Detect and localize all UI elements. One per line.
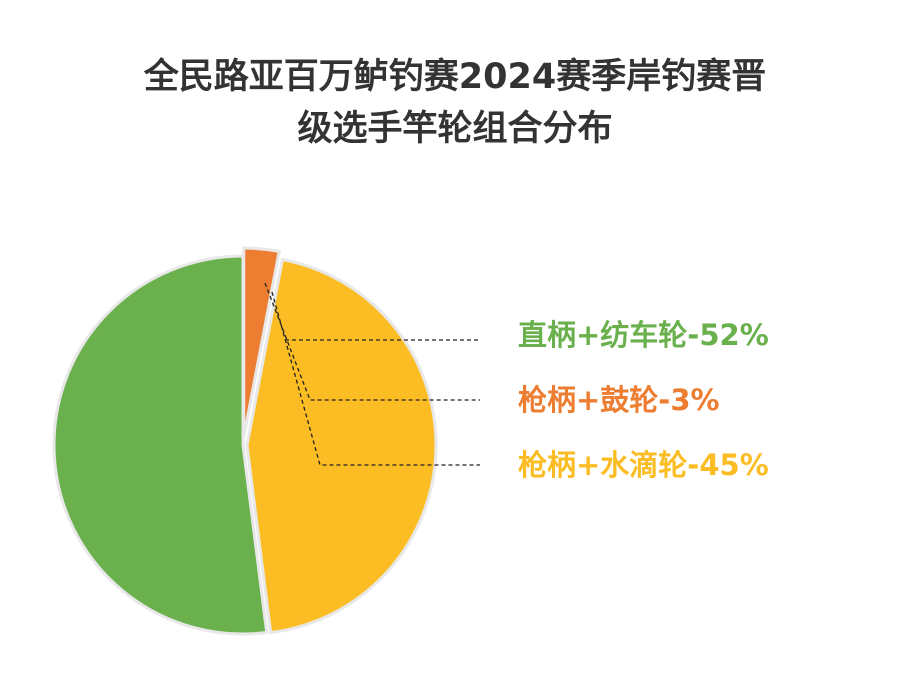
leader-line <box>264 282 480 401</box>
data-label: 枪柄+鼓轮-3% <box>518 383 720 417</box>
chart-title: 级选手竿轮组合分布 <box>297 109 612 149</box>
data-label: 直柄+纺车轮-52% <box>518 318 769 352</box>
leader-line <box>271 291 480 466</box>
pie <box>52 246 438 636</box>
pie-slice <box>245 257 438 635</box>
pie-slice <box>52 254 269 636</box>
chart-title: 全民路亚百万鲈钓赛2024赛季岸钓赛晋 <box>143 56 766 97</box>
pie-slice <box>242 246 281 438</box>
data-label: 枪柄+水滴轮-45% <box>518 448 769 482</box>
